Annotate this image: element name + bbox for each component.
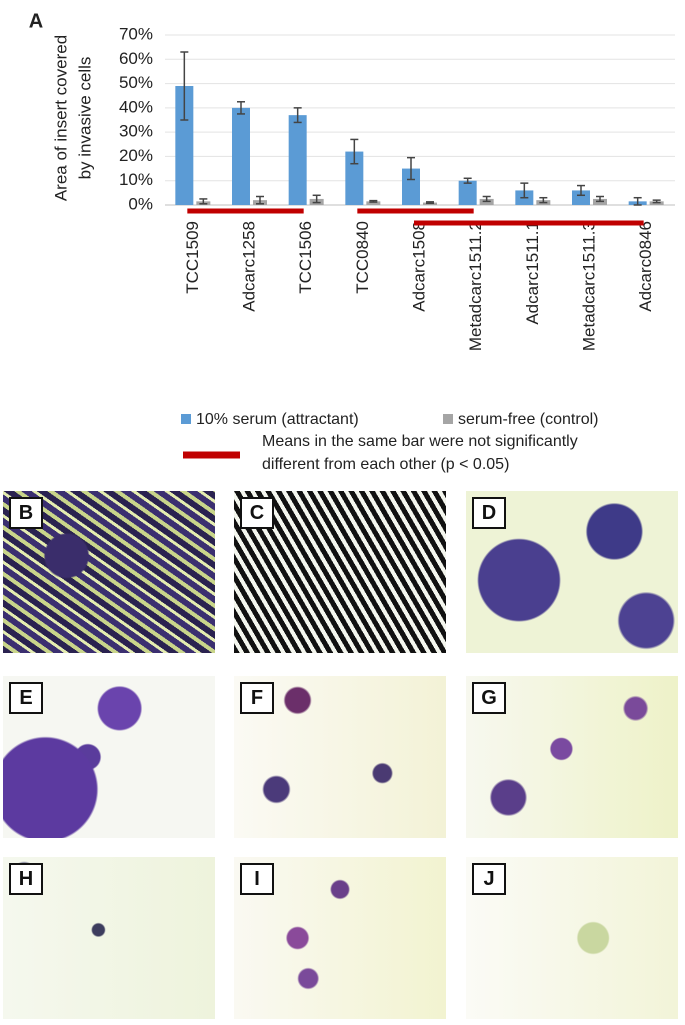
error-bar [350, 138, 359, 165]
x-tick-label: TCC0840 [353, 221, 372, 294]
x-tick-label: Adcarc0846 [636, 221, 655, 312]
error-bar [180, 51, 189, 121]
chart: A Area of insert covered by invasive cel… [29, 10, 675, 473]
panel-label: F [240, 682, 274, 714]
x-tick-label: Adcarc1511.1 [523, 221, 542, 325]
bar [572, 190, 590, 205]
error-bar [577, 184, 585, 197]
error-bar [426, 201, 434, 205]
x-tick-label: Metadcarc1511.2 [466, 221, 485, 351]
legend-note: different from each other (p < 0.05) [262, 456, 509, 473]
error-bar [652, 199, 661, 204]
legend-swatch [443, 414, 453, 424]
legend-note: Means in the same bar were not significa… [262, 433, 578, 450]
x-tick-label: Adcarc1258 [239, 221, 258, 312]
bar [175, 86, 194, 205]
panel-label: G [472, 682, 506, 714]
y-axis-title: Area of insert covered [51, 35, 70, 201]
error-bar [369, 199, 378, 203]
error-bar [539, 196, 548, 204]
panel-label: I [240, 863, 274, 895]
error-bar [463, 177, 472, 184]
micrograph: F [234, 676, 446, 838]
legend-swatch [181, 414, 191, 424]
panel-label: A [29, 10, 43, 32]
x-tick-label: TCC1509 [183, 221, 202, 294]
micrograph: I [234, 857, 446, 1019]
y-tick-label: 20% [119, 146, 153, 165]
y-tick-label: 10% [119, 170, 153, 189]
micrograph: G [466, 676, 678, 838]
y-tick-label: 70% [119, 24, 153, 43]
micrograph: C [234, 491, 446, 653]
error-bar [293, 107, 302, 124]
panel-label: C [240, 497, 274, 529]
bar [458, 180, 477, 205]
error-bar [520, 182, 529, 199]
y-axis-title: by invasive cells [75, 57, 94, 180]
y-tick-label: 0% [128, 194, 153, 213]
legend-label: serum-free (control) [458, 411, 598, 428]
x-tick-label: Adcarc1508 [409, 221, 428, 312]
panel-label: D [472, 497, 506, 529]
panel-label: E [9, 682, 43, 714]
legend-label: 10% serum (attractant) [196, 411, 359, 428]
error-bar [633, 196, 642, 206]
bar [232, 107, 250, 205]
y-tick-label: 30% [119, 122, 153, 141]
micrograph: E [3, 676, 215, 838]
panel-label: B [9, 497, 43, 529]
bar [345, 151, 364, 205]
panel-label: J [472, 863, 506, 895]
y-tick-label: 60% [119, 49, 153, 68]
x-tick-label: TCC1506 [296, 221, 315, 294]
micrograph: B [3, 491, 215, 653]
y-tick-label: 40% [119, 97, 153, 116]
bar [366, 201, 381, 205]
error-bar [482, 195, 491, 203]
error-bar [407, 156, 415, 181]
bar [402, 168, 420, 205]
micrograph: H [3, 857, 215, 1019]
error-bar [596, 195, 604, 203]
error-bar [237, 101, 245, 115]
micrograph: J [466, 857, 678, 1019]
bar [288, 115, 307, 205]
error-bar [312, 194, 321, 204]
micrograph: D [466, 491, 678, 653]
panel-label: H [9, 863, 43, 895]
error-bar [199, 198, 208, 205]
x-tick-label: Metadcarc1511.3 [579, 221, 598, 351]
error-bar [256, 195, 264, 205]
y-tick-label: 50% [119, 73, 153, 92]
